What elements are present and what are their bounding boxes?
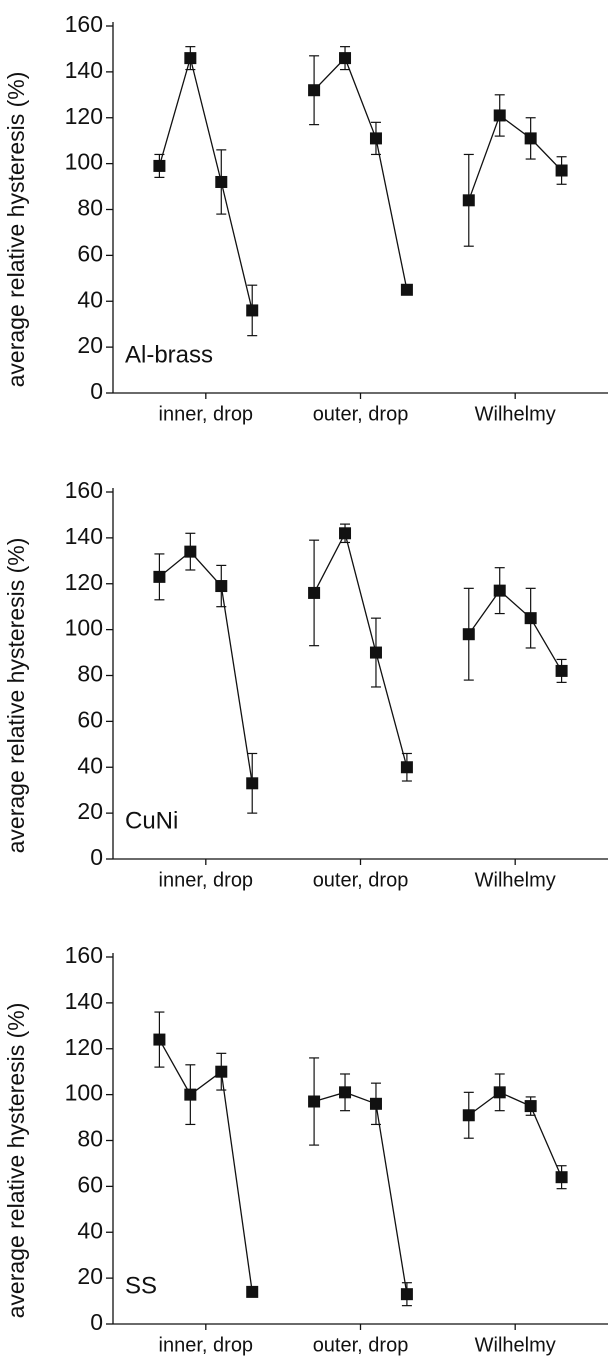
y-tick-label: 20 <box>77 1263 103 1289</box>
y-tick-label: 140 <box>65 523 103 549</box>
y-tick-label: 120 <box>65 569 103 595</box>
y-tick-label: 80 <box>77 195 103 221</box>
data-point <box>153 1033 166 1046</box>
data-point <box>369 646 382 659</box>
y-tick-label: 160 <box>65 942 103 968</box>
data-point <box>462 628 475 641</box>
data-line <box>158 55 563 311</box>
panel: 0 20 40 60 80 100 120 140 160 inner, drop outer, d… <box>3 477 608 891</box>
y-tick-label: 100 <box>65 615 103 641</box>
y-tick-label: 20 <box>77 332 103 358</box>
data-point <box>400 283 413 296</box>
panel: 0 20 40 60 80 100 120 140 160 inner, drop outer, d… <box>3 942 608 1356</box>
data-point <box>524 132 537 145</box>
data-point <box>369 132 382 145</box>
data-point <box>246 1285 259 1298</box>
y-tick-label: 40 <box>77 1217 103 1243</box>
y-tick-label: 40 <box>77 286 103 312</box>
y-tick-label: 0 <box>90 378 103 404</box>
x-tick-label: inner, drop <box>159 403 254 425</box>
data-point <box>493 1086 506 1099</box>
y-tick-label: 100 <box>65 149 103 175</box>
data-point <box>462 194 475 207</box>
y-tick-label: 120 <box>65 1034 103 1060</box>
data-point <box>215 580 228 593</box>
data-point <box>246 777 259 790</box>
y-tick-label: 80 <box>77 661 103 687</box>
y-axis-label: average relative hysteresis (%) <box>3 1003 29 1319</box>
data-point <box>493 584 506 597</box>
data-point <box>555 164 568 177</box>
data-point <box>308 84 321 97</box>
data-line <box>158 531 563 784</box>
panel-label: Al-brass <box>125 341 213 368</box>
x-tick-label: outer, drop <box>313 1334 409 1356</box>
data-point <box>400 761 413 774</box>
data-point <box>339 527 352 540</box>
y-tick-label: 80 <box>77 1126 103 1152</box>
x-tick-label: outer, drop <box>313 403 409 425</box>
data-point <box>246 304 259 317</box>
data-point <box>308 586 321 599</box>
data-point <box>215 1065 228 1078</box>
panel-label: SS <box>125 1272 157 1299</box>
x-tick-label: outer, drop <box>313 869 409 891</box>
y-tick-label: 40 <box>77 752 103 778</box>
y-tick-label: 20 <box>77 798 103 824</box>
data-point <box>555 664 568 677</box>
data-point <box>524 1100 537 1113</box>
y-tick-label: 0 <box>90 1309 103 1335</box>
data-point <box>184 1088 197 1101</box>
data-point <box>184 545 197 558</box>
y-tick-label: 100 <box>65 1080 103 1106</box>
data-point <box>339 52 352 65</box>
data-point <box>153 570 166 583</box>
data-point <box>400 1288 413 1301</box>
y-tick-label: 60 <box>77 706 103 732</box>
y-tick-label: 140 <box>65 57 103 83</box>
y-axis-label: average relative hysteresis (%) <box>3 538 29 854</box>
y-tick-label: 120 <box>65 103 103 129</box>
y-tick-label: 160 <box>65 477 103 503</box>
data-point <box>153 159 166 172</box>
data-point <box>215 175 228 188</box>
panel: 0 20 40 60 80 100 120 140 160 inner, drop outer, d… <box>3 11 608 425</box>
x-tick-label: inner, drop <box>159 1334 254 1356</box>
data-point <box>369 1097 382 1110</box>
data-point <box>339 1086 352 1099</box>
data-point <box>524 612 537 625</box>
x-tick-label: inner, drop <box>159 869 254 891</box>
y-tick-label: 140 <box>65 988 103 1014</box>
data-point <box>184 52 197 65</box>
data-point <box>555 1171 568 1184</box>
x-tick-label: Wilhelmy <box>475 1334 556 1356</box>
data-point <box>462 1109 475 1122</box>
x-tick-label: Wilhelmy <box>475 403 556 425</box>
data-line <box>158 1039 563 1295</box>
y-axis-label: average relative hysteresis (%) <box>3 72 29 388</box>
panel-label: CuNi <box>125 807 178 834</box>
data-point <box>493 109 506 122</box>
y-tick-label: 60 <box>77 240 103 266</box>
data-point <box>308 1095 321 1108</box>
x-tick-label: Wilhelmy <box>475 869 556 891</box>
y-tick-label: 0 <box>90 844 103 870</box>
y-tick-label: 160 <box>65 11 103 37</box>
y-tick-label: 60 <box>77 1171 103 1197</box>
